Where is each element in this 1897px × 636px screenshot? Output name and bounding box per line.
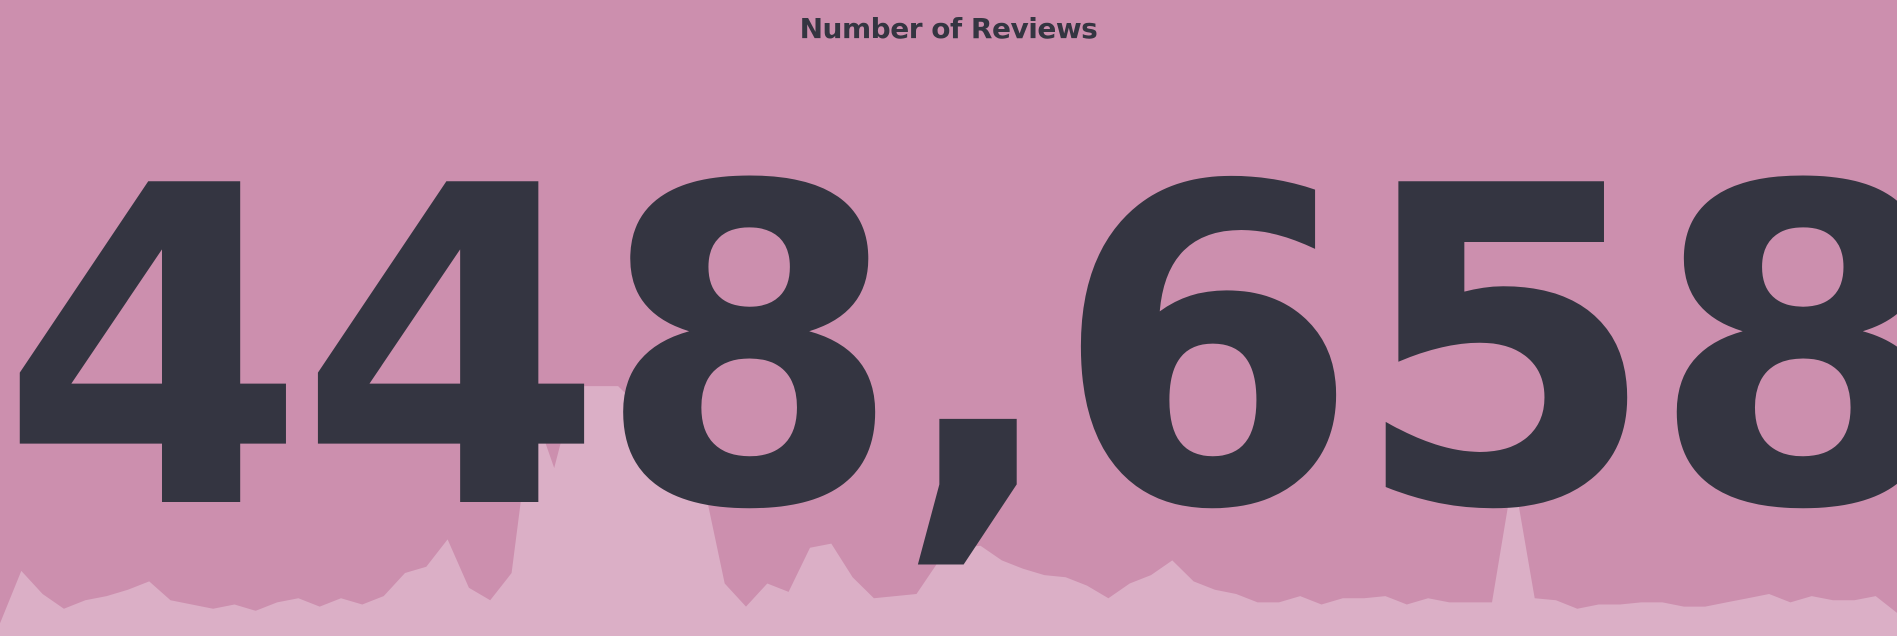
trend-area-group bbox=[0, 386, 1897, 636]
chart-title: Number of Reviews bbox=[799, 12, 1098, 45]
trend-area bbox=[0, 386, 1897, 636]
big-number-value: 448,658 bbox=[0, 94, 1897, 606]
